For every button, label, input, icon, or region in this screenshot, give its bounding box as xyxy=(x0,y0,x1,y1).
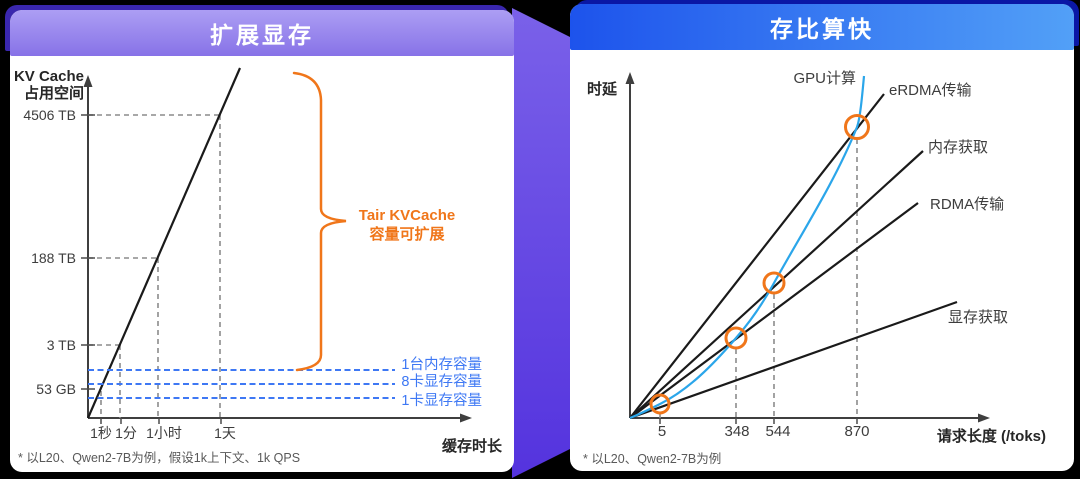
left-x-axis-title: 缓存时长 xyxy=(442,437,503,455)
left-panel-header: 扩展显存 xyxy=(10,10,514,56)
vram-line xyxy=(629,300,958,420)
projection-3tb xyxy=(88,344,121,418)
projection-4506tb xyxy=(88,114,221,418)
vram-label: 显存获取 xyxy=(948,309,1008,326)
ribbon-shape xyxy=(512,8,572,478)
x-label-1m: 1分 xyxy=(115,425,137,441)
projection-188tb xyxy=(88,257,159,418)
x-label-1s: 1秒 xyxy=(90,425,112,441)
capacity-label-1gpu: 1卡显存容量 xyxy=(401,392,482,409)
x-label-1h: 1小时 xyxy=(146,425,182,441)
right-y-axis-arrow-icon xyxy=(625,72,635,84)
x-label-870: 870 xyxy=(844,423,869,440)
y-label-53gb: 53 GB xyxy=(36,381,76,397)
right-panel-header: 存比算快 xyxy=(570,4,1074,50)
panel-expand-vram: KV Cache 占用空间 4506 TB 188 TB 3 TB 53 GB xyxy=(10,10,514,472)
intersection-ring-544 xyxy=(762,271,786,295)
right-x-axis-arrow-icon xyxy=(978,413,990,423)
x-label-5: 5 xyxy=(658,423,666,440)
right-chart: 时延 GPU计算 eRDMA传输 xyxy=(583,69,1046,466)
x-label-348: 348 xyxy=(724,423,749,440)
kvcache-growth-line xyxy=(86,67,242,419)
memory-label: 内存获取 xyxy=(928,139,988,156)
memory-line xyxy=(629,150,924,419)
capacity-label-8gpu: 8卡显存容量 xyxy=(401,373,482,390)
right-y-axis-title: 时延 xyxy=(587,80,618,98)
brace-label-line1: Tair KVCache xyxy=(359,207,455,224)
intersection-ring-5 xyxy=(649,393,671,415)
y-label-3tb: 3 TB xyxy=(47,337,76,353)
right-x-axis-title: 请求长度 (/toks) xyxy=(937,427,1046,445)
erdma-line xyxy=(629,93,885,419)
left-y-axis-arrow-icon xyxy=(83,75,93,87)
left-x-axis-arrow-icon xyxy=(460,413,472,423)
y-label-4506tb: 4506 TB xyxy=(23,107,76,123)
y-label-188tb: 188 TB xyxy=(31,250,76,266)
intersection-ring-348 xyxy=(724,326,748,350)
capacity-label-host-memory: 1台内存容量 xyxy=(401,356,482,373)
rdma-label: RDMA传输 xyxy=(930,196,1004,213)
gpu-compute-label: GPU计算 xyxy=(793,69,856,87)
x-label-544: 544 xyxy=(765,423,790,440)
left-y-axis-title-line1: KV Cache xyxy=(14,68,84,85)
left-y-axis-title-line2: 占用空间 xyxy=(24,84,84,102)
expansion-brace xyxy=(292,71,347,372)
brace-label-line2: 容量可扩展 xyxy=(368,225,444,243)
erdma-label: eRDMA传输 xyxy=(889,82,972,99)
panel-storage-faster: 时延 GPU计算 eRDMA传输 xyxy=(570,4,1074,471)
x-label-1d: 1天 xyxy=(214,425,236,441)
left-panel-title: 扩展显存 xyxy=(210,22,314,48)
rdma-line xyxy=(629,202,919,419)
right-footnote: * 以L20、Qwen2-7B为例 xyxy=(583,452,721,466)
left-footnote: * 以L20、Qwen2-7B为例，假设1k上下文、1k QPS xyxy=(18,450,300,465)
left-chart: KV Cache 占用空间 4506 TB 188 TB 3 TB 53 GB xyxy=(14,67,503,465)
gpu-compute-curve xyxy=(629,75,866,420)
intersection-ring-870 xyxy=(844,114,870,140)
right-panel-title: 存比算快 xyxy=(770,16,874,42)
